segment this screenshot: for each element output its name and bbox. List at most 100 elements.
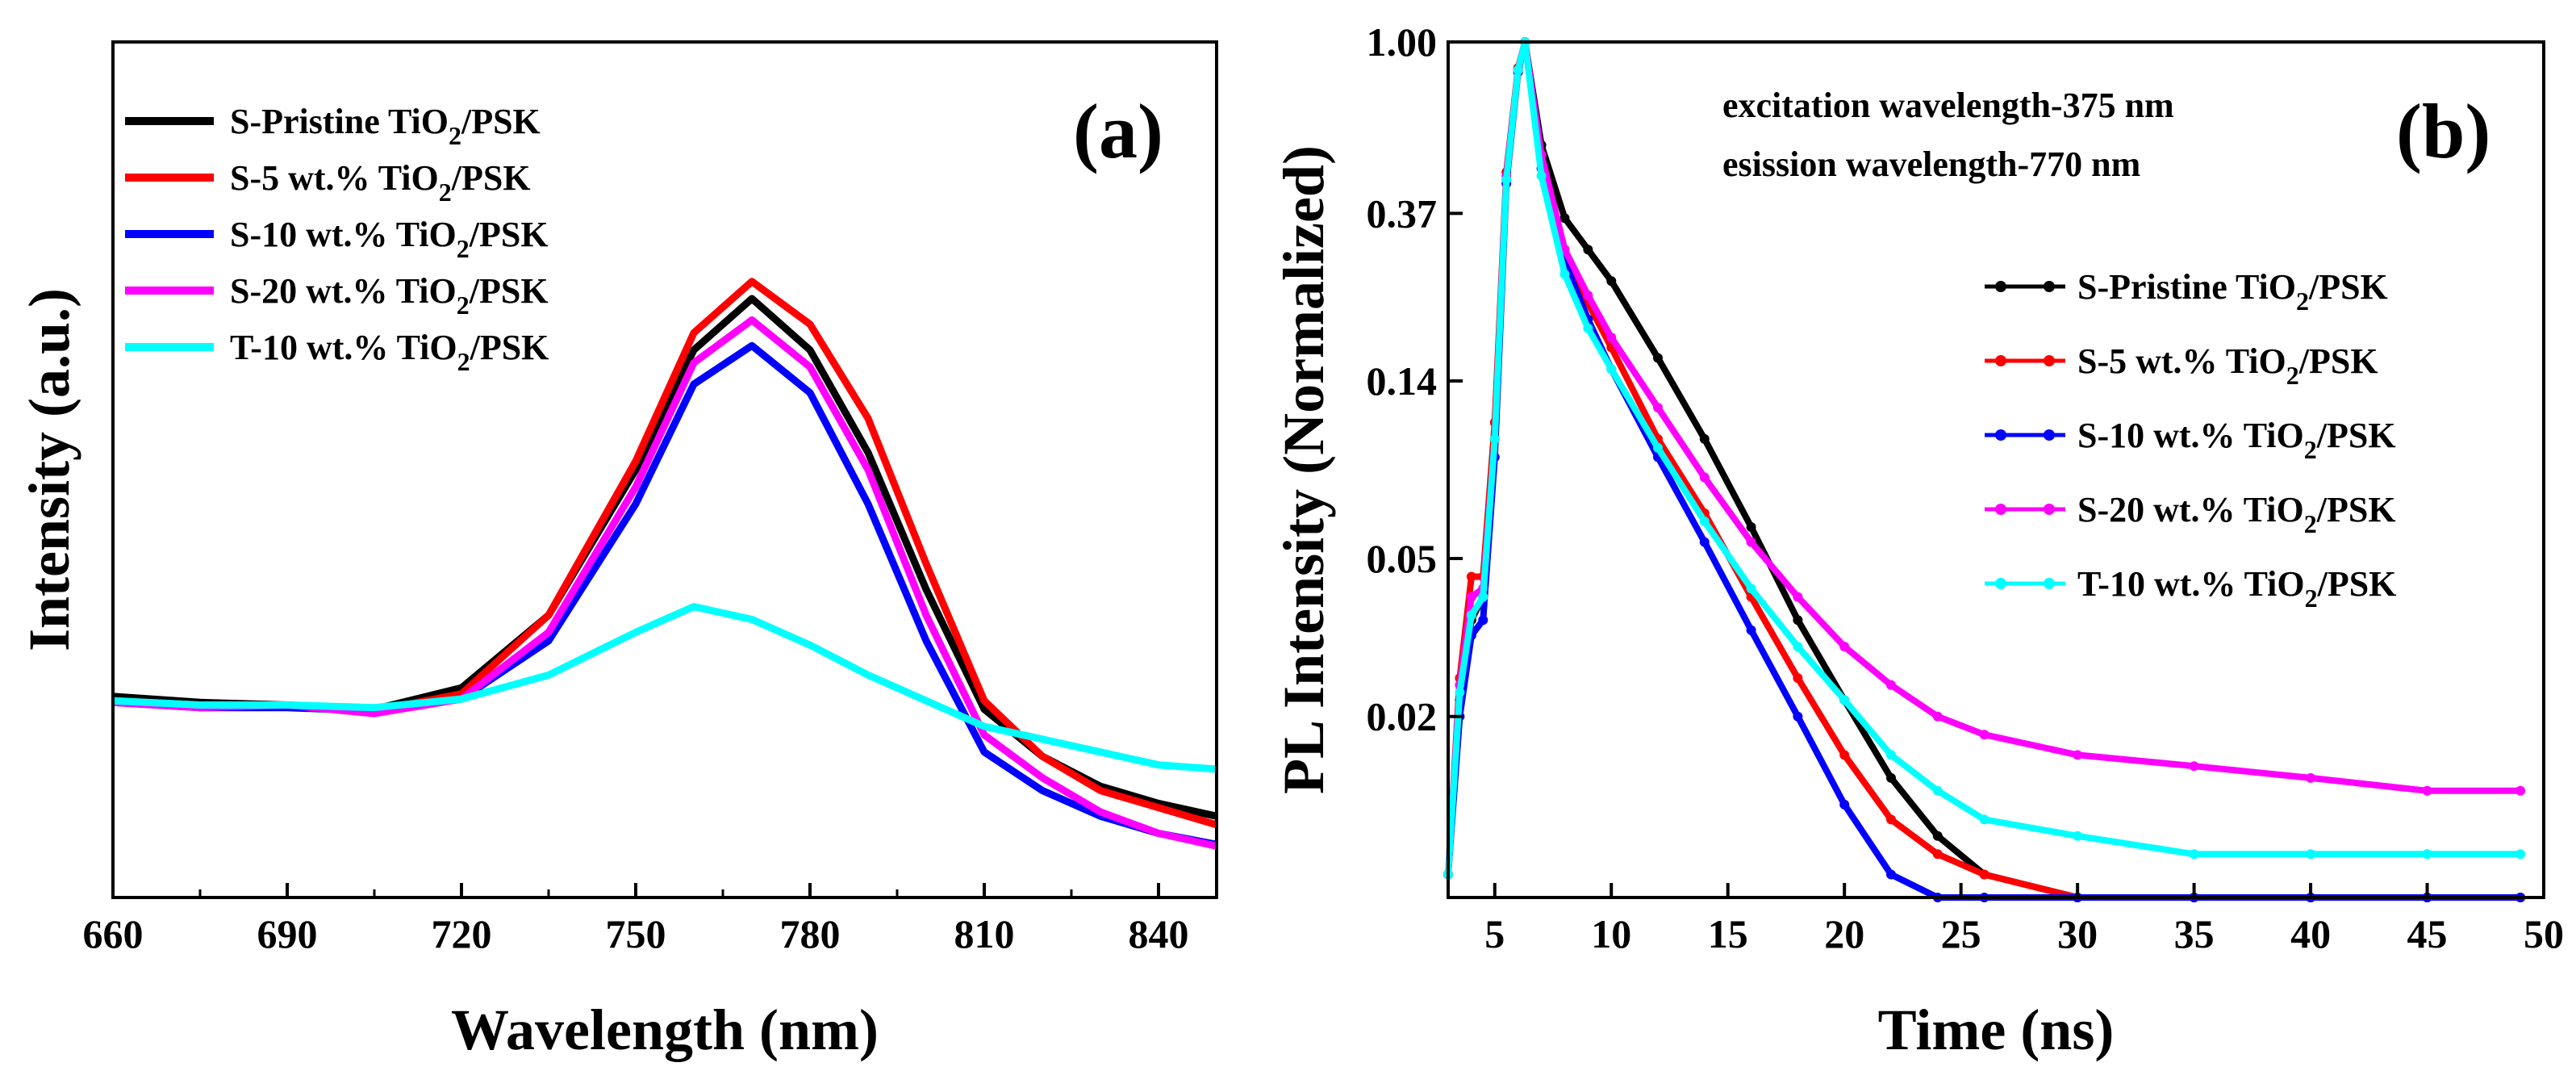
- panel-b-series-4-point-22: [2306, 849, 2316, 860]
- panel-a-series-line-4: [112, 603, 1217, 773]
- panel-b-y-tick-label-0: 1.00: [1367, 19, 1438, 65]
- panel-b-series-4-point-14: [1746, 584, 1756, 594]
- panel-b-series-1-point-19: [1979, 869, 1989, 880]
- panel-b-series-3-point-23: [2422, 785, 2432, 796]
- panel-b-y-ticks: 1.00 0.37 0.14 0.05 0.02: [1367, 19, 1463, 739]
- panel-b-series-2-point-15: [1793, 711, 1803, 722]
- panel-a-legend-label-4: T-10 wt.% TiO2/PSK: [230, 328, 549, 376]
- panel-b: 5 10 15 20 25 30 35 40 45 50 1.00 0.37 0.14 0.05 0.02…: [1271, 19, 2564, 1062]
- panel-b-series-4-point-8: [1536, 170, 1547, 181]
- panel-b-y-axis-title: PL Intensity (Normalized): [1271, 145, 1336, 794]
- panel-b-x-tick-label-5: 30: [2057, 911, 2098, 956]
- panel-b-series-1-point-18: [1932, 849, 1943, 860]
- panel-b-series-3-point-16: [1839, 642, 1850, 652]
- panel-b-series-2-point-16: [1839, 799, 1850, 810]
- panel-b-legend-marker-right-0: [2044, 281, 2055, 292]
- panel-a-x-tick-label-6: 840: [1129, 911, 1189, 956]
- panel-b-legend-marker-left-4: [1995, 578, 2006, 589]
- panel-b-series-1-point-16: [1839, 750, 1850, 760]
- panel-b-series-3-point-2: [1466, 592, 1476, 602]
- panel-b-series-4-point-12: [1653, 442, 1663, 453]
- panel-b-x-tick-label-3: 20: [1824, 911, 1864, 956]
- panel-b-series-4-point-3: [1478, 592, 1488, 602]
- panel-b-emission-note: esission wavelength-770 nm: [1722, 144, 2140, 184]
- panel-b-legend-marker-right-2: [2044, 429, 2055, 441]
- panel-b-series-1-point-2: [1466, 571, 1476, 582]
- panel-b-series-0-point-12: [1653, 353, 1663, 363]
- panel-a-legend-label-1: S-5 wt.% TiO2/PSK: [230, 158, 531, 207]
- panel-b-series-1-point-17: [1886, 814, 1896, 825]
- panel-b-plot-frame: [1447, 40, 2545, 899]
- panel-b-series-0-point-9: [1559, 213, 1570, 224]
- panel-b-series-4-point-15: [1793, 642, 1803, 652]
- panel-b-series-4-point-19: [1979, 814, 1989, 825]
- panel-b-series-3-point-14: [1746, 537, 1756, 547]
- panel-b-series-2-point-17: [1886, 869, 1896, 880]
- panel-b-series-4-point-5: [1501, 174, 1512, 185]
- panel-b-series-4-point-11: [1606, 364, 1617, 374]
- panel-b-x-tick-label-6: 35: [2174, 911, 2215, 956]
- panel-a-x-ticks: 660 690 720 750 780 810 840: [83, 883, 1189, 956]
- panel-a-x-tick-label-1: 690: [257, 911, 318, 956]
- panel-b-legend-marker-left-0: [1995, 281, 2006, 292]
- panel-a-y-axis-title: Intensity (a.u.): [17, 288, 81, 651]
- panel-b-legend-marker-left-3: [1995, 504, 2006, 515]
- panel-b-y-tick-label-4: 0.02: [1367, 694, 1438, 739]
- panel-b-series-4-point-4: [1489, 433, 1500, 444]
- panel-b-y-tick-label-3: 0.05: [1367, 536, 1438, 581]
- panel-b-series-3-point-18: [1932, 711, 1943, 722]
- panel-b-series-0-point-17: [1886, 772, 1896, 783]
- panel-b-legend-marker-right-3: [2044, 504, 2055, 515]
- panel-a-x-tick-label-3: 750: [606, 911, 666, 956]
- panel-b-series-3-point-12: [1653, 403, 1663, 412]
- panel-b-x-tick-label-7: 40: [2290, 911, 2331, 956]
- panel-b-series-4-point-20: [2073, 831, 2083, 841]
- panel-b-series-2-point-3: [1478, 615, 1488, 625]
- panel-b-series-1-point-15: [1793, 673, 1803, 684]
- panel-b-series-3-point-20: [2073, 750, 2083, 760]
- panel-a-legend-label-2: S-10 wt.% TiO2/PSK: [230, 215, 549, 263]
- panel-b-x-tick-label-2: 15: [1708, 911, 1748, 956]
- panel-b-series-3-point-19: [1979, 730, 1989, 740]
- panel-b-legend: S-Pristine TiO2/PSK S-5 wt.% TiO2/PSK S-10…: [1985, 267, 2396, 613]
- panel-a-legend: S-Pristine TiO2/PSK S-5 wt.% TiO2/PSK S-10…: [125, 102, 549, 376]
- panel-a-series-line-3: [112, 316, 1217, 850]
- panel-b-series-4-point-6: [1513, 65, 1523, 75]
- panel-a-legend-label-0: S-Pristine TiO2/PSK: [230, 102, 541, 150]
- panel-b-series-3-point-11: [1606, 333, 1617, 343]
- panel-b-series-group: [1443, 37, 2526, 902]
- panel-b-x-tick-label-9: 50: [2524, 911, 2564, 956]
- panel-b-series-0-point-11: [1606, 276, 1617, 287]
- panel-b-x-ticks: 5 10 15 20 25 30 35 40 45 50: [1484, 883, 2564, 956]
- panel-b-series-3-point-17: [1886, 680, 1896, 690]
- panel-b-legend-label-2: S-10 wt.% TiO2/PSK: [2077, 416, 2396, 464]
- panel-b-series-3-point-13: [1699, 472, 1710, 483]
- panel-b-series-4-point-17: [1886, 750, 1896, 760]
- panel-a-x-tick-label-0: 660: [83, 911, 144, 956]
- panel-b-series-0-point-18: [1932, 831, 1943, 841]
- panel-b-series-0-point-14: [1746, 522, 1756, 532]
- panel-b-series-3-point-24: [2515, 785, 2526, 796]
- panel-a-label: (a): [1073, 88, 1163, 174]
- panel-b-y-tick-label-2: 0.14: [1367, 358, 1438, 404]
- panel-b-series-3-point-22: [2306, 772, 2316, 783]
- panel-b-series-4-point-13: [1699, 517, 1710, 526]
- panel-b-legend-label-4: T-10 wt.% TiO2/PSK: [2077, 564, 2396, 613]
- panel-b-series-4-point-10: [1583, 323, 1593, 333]
- panel-b-series-4-point-2: [1466, 610, 1476, 621]
- panel-b-series-4-point-23: [2422, 849, 2432, 860]
- panel-b-x-tick-label-0: 5: [1484, 911, 1505, 956]
- panel-b-legend-label-0: S-Pristine TiO2/PSK: [2077, 267, 2388, 316]
- panel-a-legend-label-3: S-20 wt.% TiO2/PSK: [230, 271, 549, 320]
- panel-b-series-0-point-15: [1793, 615, 1803, 625]
- panel-b-legend-label-3: S-20 wt.% TiO2/PSK: [2077, 490, 2396, 538]
- panel-b-series-0-point-10: [1583, 245, 1593, 255]
- panel-a: 660 690 720 750 780 810 840 (a) Wavelength (nm…: [17, 40, 1218, 1062]
- panel-b-y-tick-label-1: 0.37: [1367, 190, 1438, 236]
- panel-b-series-4-point-24: [2515, 849, 2526, 860]
- panel-b-series-3-point-15: [1793, 592, 1803, 602]
- panel-a-x-tick-label-2: 720: [432, 911, 492, 956]
- panel-b-legend-label-1: S-5 wt.% TiO2/PSK: [2077, 341, 2378, 390]
- panel-b-series-4-point-1: [1455, 687, 1465, 697]
